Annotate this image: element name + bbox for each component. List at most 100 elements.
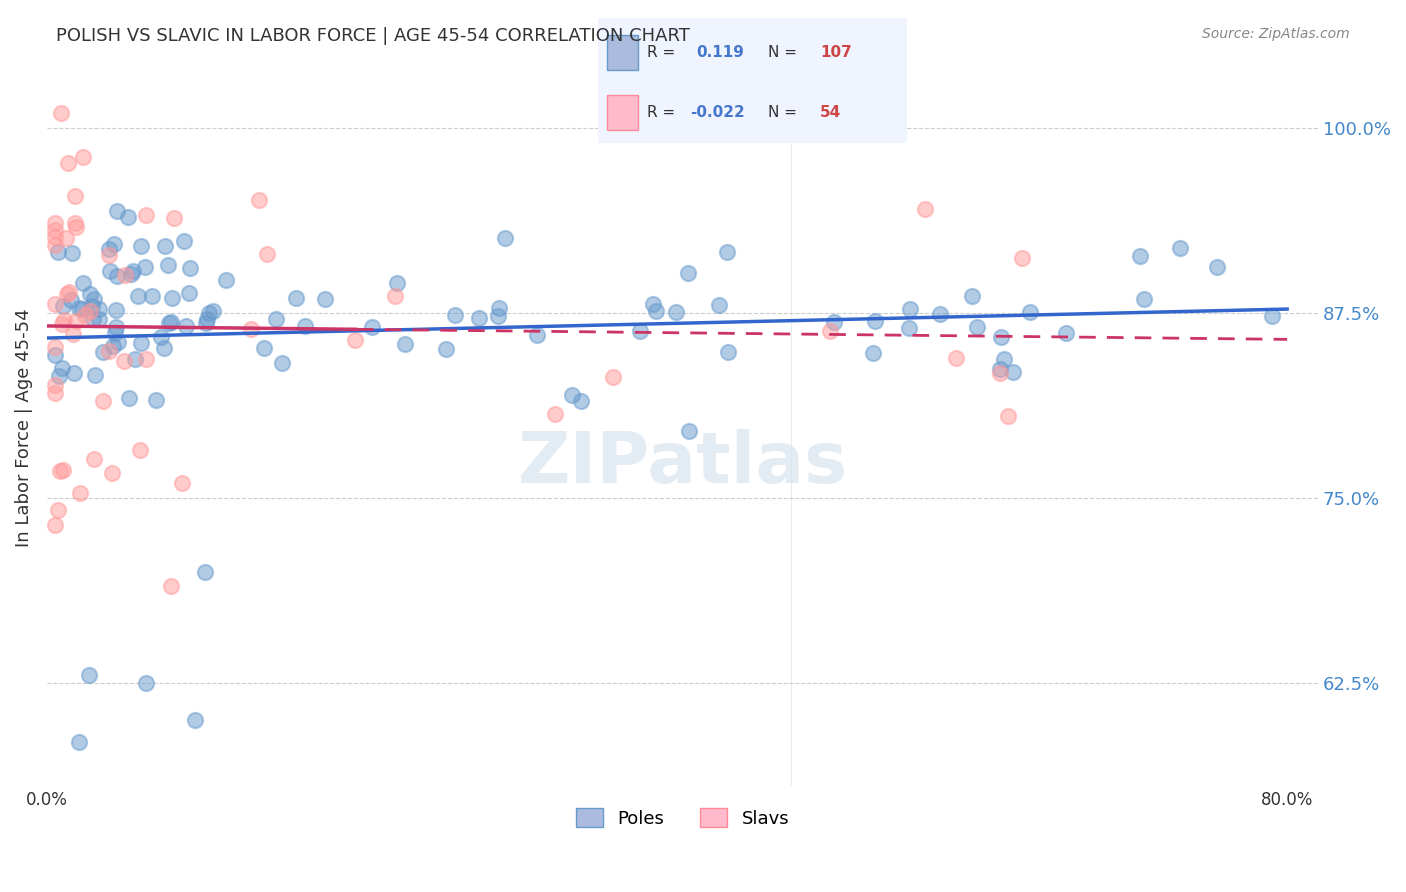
Poles: [141, 289, 163, 303]
Poles: [84, 368, 107, 383]
Poles: [98, 264, 121, 278]
Poles: [195, 311, 218, 326]
Poles: [135, 676, 157, 690]
Poles: [51, 361, 73, 376]
Poles: [862, 346, 884, 360]
Text: N =: N =: [768, 45, 797, 61]
Slavs: [172, 476, 194, 491]
Poles: [966, 320, 988, 334]
Poles: [988, 362, 1011, 376]
Poles: [70, 301, 93, 316]
Poles: [107, 335, 129, 350]
Text: R =: R =: [647, 45, 675, 61]
Poles: [145, 393, 167, 408]
Poles: [79, 287, 101, 301]
Poles: [124, 351, 146, 366]
Poles: [1018, 305, 1040, 319]
Slavs: [51, 318, 73, 332]
Slavs: [58, 156, 80, 170]
Poles: [46, 245, 69, 260]
Slavs: [240, 322, 263, 336]
Slavs: [914, 202, 936, 216]
Text: 54: 54: [820, 105, 842, 120]
Poles: [48, 368, 70, 383]
Poles: [59, 293, 82, 308]
Slavs: [44, 385, 66, 400]
Poles: [1133, 293, 1156, 307]
Poles: [1129, 249, 1152, 263]
Poles: [561, 387, 583, 401]
Poles: [630, 324, 652, 338]
Poles: [678, 424, 700, 438]
Poles: [122, 264, 145, 278]
Poles: [160, 291, 183, 305]
Poles: [104, 303, 127, 318]
Slavs: [46, 503, 69, 517]
Poles: [717, 345, 740, 359]
Poles: [129, 336, 152, 351]
Poles: [467, 311, 489, 326]
Slavs: [343, 333, 366, 347]
Poles: [153, 238, 176, 252]
Poles: [134, 260, 156, 274]
Slavs: [129, 443, 152, 458]
Poles: [494, 231, 516, 245]
Slavs: [44, 296, 66, 310]
Slavs: [56, 287, 79, 301]
Poles: [120, 268, 142, 282]
Poles: [643, 297, 665, 311]
Poles: [569, 394, 592, 409]
Slavs: [247, 193, 270, 207]
Poles: [67, 735, 90, 749]
Slavs: [98, 248, 121, 262]
Slavs: [65, 219, 87, 234]
Poles: [103, 339, 125, 353]
Poles: [60, 246, 83, 260]
Poles: [72, 276, 94, 290]
Poles: [104, 326, 127, 341]
Legend: Poles, Slavs: Poles, Slavs: [568, 801, 797, 835]
Slavs: [160, 578, 183, 592]
Slavs: [72, 150, 94, 164]
Poles: [314, 292, 336, 306]
Slavs: [52, 463, 75, 477]
Poles: [898, 301, 921, 316]
Poles: [962, 289, 984, 303]
Slavs: [44, 230, 66, 244]
Slavs: [52, 313, 75, 327]
Poles: [91, 345, 114, 359]
Poles: [1170, 241, 1192, 255]
Slavs: [945, 351, 967, 366]
Slavs: [62, 326, 84, 341]
Poles: [184, 713, 207, 727]
Poles: [118, 391, 141, 405]
Slavs: [44, 223, 66, 237]
Poles: [97, 242, 120, 256]
Poles: [716, 245, 738, 260]
Poles: [645, 304, 668, 318]
Poles: [707, 298, 730, 312]
Poles: [103, 237, 125, 252]
Slavs: [997, 409, 1019, 423]
Slavs: [65, 314, 87, 328]
Poles: [929, 307, 952, 321]
Poles: [665, 304, 688, 318]
Poles: [486, 310, 509, 324]
Slavs: [44, 216, 66, 230]
Poles: [444, 308, 467, 322]
Slavs: [44, 378, 66, 392]
Text: N =: N =: [768, 105, 797, 120]
Poles: [201, 303, 224, 318]
Text: 107: 107: [820, 45, 852, 61]
Poles: [1260, 310, 1282, 324]
Slavs: [58, 285, 80, 300]
Slavs: [988, 366, 1011, 380]
Slavs: [75, 308, 97, 322]
Slavs: [112, 354, 135, 368]
Poles: [434, 342, 457, 356]
Poles: [990, 330, 1012, 344]
Poles: [80, 299, 103, 313]
Slavs: [114, 268, 136, 282]
Poles: [67, 301, 90, 315]
Poles: [215, 273, 238, 287]
